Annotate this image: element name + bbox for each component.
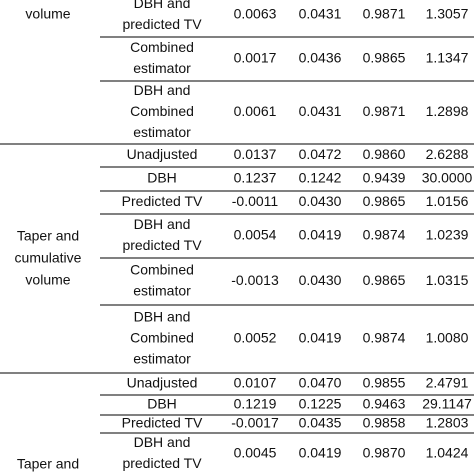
cell-value: 0.9871 <box>363 6 406 22</box>
cell-value: 0.0063 <box>234 6 277 22</box>
cell-value: 0.0419 <box>299 445 342 461</box>
cell-value: 0.0054 <box>234 227 277 243</box>
cell-value: 0.9855 <box>363 375 406 391</box>
method-label: Combined <box>130 262 194 278</box>
method-label: predicted TV <box>122 16 202 32</box>
cell-value: 0.0017 <box>234 50 277 66</box>
cell-value: 0.9871 <box>363 103 406 119</box>
cell-value: 1.3057 <box>426 6 469 22</box>
cell-value: -0.0011 <box>232 193 279 209</box>
method-label: Predicted TV <box>122 415 203 431</box>
cell-value: 1.0156 <box>426 193 469 209</box>
method-label: DBH and <box>134 0 191 11</box>
method-label: DBH and <box>134 434 191 450</box>
cell-value: 0.9865 <box>363 50 406 66</box>
cell-value: 0.9858 <box>363 415 406 431</box>
cell-value: 29.1147 <box>422 396 472 412</box>
method-label: DBH <box>147 396 177 412</box>
cell-value: 0.0436 <box>299 50 342 66</box>
cell-value: 0.0137 <box>234 146 277 162</box>
group-label: volume <box>25 272 70 288</box>
cell-value: 0.1237 <box>234 170 277 186</box>
cell-value: 0.0431 <box>299 103 342 119</box>
cell-value: -0.0017 <box>231 415 279 431</box>
cell-value: 0.0052 <box>234 330 277 346</box>
cell-value: 0.0419 <box>299 227 342 243</box>
group-label: cumulative <box>15 250 82 266</box>
method-label: estimator <box>133 351 191 367</box>
cell-value: 1.0239 <box>426 227 469 243</box>
cell-value: 1.0080 <box>426 330 469 346</box>
method-label: estimator <box>133 60 191 76</box>
method-label: Unadjusted <box>127 146 198 162</box>
cell-value: 0.9860 <box>363 146 406 162</box>
cell-value: 0.9865 <box>363 193 406 209</box>
cell-value: 0.1225 <box>299 396 342 412</box>
method-label: DBH and <box>134 216 191 232</box>
method-label: Unadjusted <box>127 375 198 391</box>
cell-value: 1.2803 <box>426 415 469 431</box>
cell-value: 0.0431 <box>299 6 342 22</box>
cell-value: 1.1347 <box>426 50 469 66</box>
cell-value: 0.9874 <box>363 330 406 346</box>
cell-value: 0.0430 <box>299 272 342 288</box>
cell-value: -0.0013 <box>231 272 279 288</box>
cell-value: 1.0424 <box>426 445 469 461</box>
method-label: estimator <box>133 283 191 299</box>
cell-value: 0.0061 <box>234 103 277 119</box>
method-label: estimator <box>133 124 191 140</box>
cell-value: 0.0419 <box>299 330 342 346</box>
group-label: Taper and <box>17 456 79 472</box>
cell-value: 1.0315 <box>426 272 469 288</box>
method-label: predicted TV <box>122 237 202 253</box>
cell-value: 0.1242 <box>299 170 342 186</box>
method-label: Combined <box>130 330 194 346</box>
cell-value: 0.0470 <box>299 375 342 391</box>
cell-value: 0.9439 <box>363 170 406 186</box>
cell-value: 0.1219 <box>234 396 277 412</box>
method-label: Combined <box>130 103 194 119</box>
cell-value: 0.9463 <box>363 396 406 412</box>
cell-value: 0.0107 <box>234 375 277 391</box>
group-label: Taper and <box>17 228 79 244</box>
cell-value: 0.9870 <box>363 445 406 461</box>
method-label: Predicted TV <box>122 193 203 209</box>
method-label: Combined <box>130 39 194 55</box>
cell-value: 0.0435 <box>299 415 342 431</box>
cell-value: 0.0430 <box>299 193 342 209</box>
cell-value: 0.9865 <box>363 272 406 288</box>
cell-value: 30.0000 <box>422 170 473 186</box>
group-label: volume <box>25 6 70 22</box>
cell-value: 0.0472 <box>299 146 342 162</box>
cell-value: 0.0045 <box>234 445 277 461</box>
method-label: predicted TV <box>122 455 202 471</box>
cell-value: 2.4791 <box>426 375 469 391</box>
method-label: DBH <box>147 170 177 186</box>
cell-value: 2.6288 <box>426 146 469 162</box>
cell-value: 0.9874 <box>363 227 406 243</box>
method-label: DBH and <box>134 309 191 325</box>
cell-value: 1.2898 <box>426 103 469 119</box>
method-label: DBH and <box>134 82 191 98</box>
